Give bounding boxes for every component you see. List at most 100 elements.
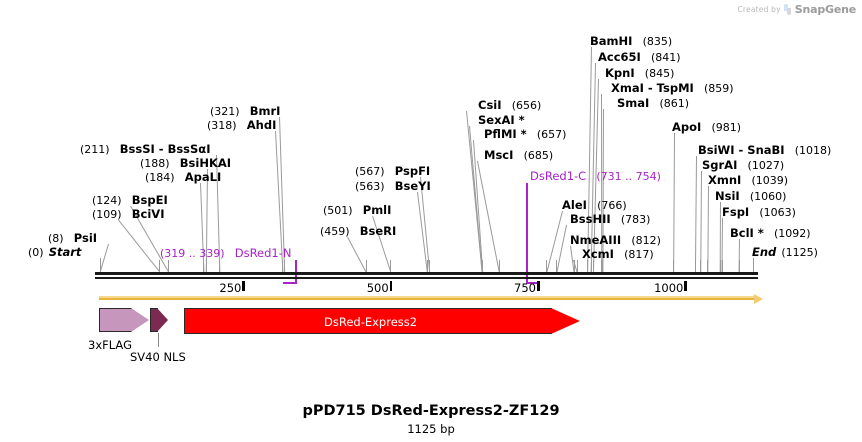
enzyme-label[interactable]: SexAI * [478,113,525,126]
sequence-backbone-lower [95,277,758,279]
snapgene-watermark: Created by SnapGene [738,3,857,16]
enzyme-name: PflMI * [484,127,527,141]
enzyme-label[interactable]: XcmI (817) [582,247,654,260]
feature-annotation-label[interactable]: (319 .. 339) DsRed1-N [160,246,292,259]
enzyme-label[interactable]: Acc65I (841) [598,50,681,63]
ruler-tick-label: 250 [219,281,242,295]
cut-site-tick [284,260,286,272]
end-position: (1125) [781,246,818,259]
annotation-name: DsRed1-C [530,169,587,183]
ruler-tick-mark [389,281,393,291]
enzyme-label[interactable]: (211) BssSI - BssSαI [80,142,210,155]
enzyme-position: (1018) [794,144,832,157]
enzyme-name: BspEI [131,193,168,207]
enzyme-label[interactable]: ApoI (981) [672,120,741,133]
enzyme-label[interactable]: (8) PsiI [48,231,97,244]
enzyme-position: (567) [355,165,385,178]
enzyme-label[interactable]: (567) PspFI [355,164,430,177]
enzyme-label[interactable]: BsiWI - SnaBI (1018) [698,143,831,156]
enzyme-position: (861) [659,97,690,110]
ruler-axis-highlight [99,296,754,298]
cut-site-tick [587,260,589,272]
snapgene-logo-icon [783,4,792,15]
enzyme-position: (845) [644,67,675,80]
watermark-prefix: Created by [737,5,781,14]
enzyme-label[interactable]: MscI (685) [484,148,553,161]
enzyme-position: (812) [631,234,661,247]
feature-dsred-express2[interactable] [184,308,581,334]
enzyme-name: BmrI [249,104,281,118]
cut-site-tick [498,260,500,272]
cut-site-tick [481,260,483,272]
enzyme-label[interactable]: CsiI (656) [478,98,541,111]
enzyme-label[interactable]: SmaI (861) [617,96,689,109]
enzyme-label[interactable]: NsiI (1060) [715,189,786,202]
ruler-arrowhead-icon [754,294,763,304]
enzyme-name: BseRI [359,224,397,238]
enzyme-position: (184) [145,171,175,184]
enzyme-name: NsiI [715,189,740,203]
sequence-backbone-upper [95,272,758,275]
cut-site-tick [700,260,702,272]
enzyme-name: FspI [722,205,750,219]
cut-site-tick [168,260,170,272]
enzyme-label[interactable]: (563) BseYI [355,179,431,192]
feature-3xflag[interactable] [99,308,149,332]
enzyme-position: (501) [323,204,353,217]
cut-site-tick [601,260,603,272]
enzyme-position: (211) [80,143,110,156]
enzyme-label[interactable]: (124) BspEI [92,193,168,206]
enzyme-label[interactable]: (188) BsiHKAI [140,156,231,169]
enzyme-label[interactable]: KpnI (845) [605,66,674,79]
enzyme-leader-line [546,210,563,273]
cut-site-tick [482,260,484,272]
enzyme-position: (109) [92,208,122,221]
enzyme-label[interactable]: (321) BmrI [210,104,280,117]
enzyme-label[interactable]: (184) ApaLI [145,170,221,183]
enzyme-name: PsiI [73,231,98,245]
annotation-name: DsRed1-N [234,246,292,260]
enzyme-label[interactable]: XmnI (1039) [708,173,788,186]
enzyme-position: (656) [511,99,542,112]
enzyme-position: (685) [523,149,554,162]
enzyme-name: BclI * [730,226,764,240]
enzyme-name: CsiI [478,98,502,112]
enzyme-position: (841) [651,51,681,64]
enzyme-name: XmnI [708,173,742,187]
enzyme-label[interactable]: (459) BseRI [320,224,396,237]
enzyme-label[interactable]: (109) BciVI [92,207,164,220]
cut-site-tick [203,260,205,272]
enzyme-position: (8) [48,232,64,245]
annotation-bracket-foot [283,282,295,284]
ruler-tick-mark [684,281,687,291]
enzyme-label[interactable]: SgrAI (1027) [702,158,784,171]
enzyme-label[interactable]: BamHI (835) [590,34,672,47]
cut-site-tick [546,260,548,272]
enzyme-name: BamHI [590,34,633,48]
enzyme-label[interactable]: BclI * (1092) [730,226,811,239]
enzyme-label[interactable]: (501) PmlI [323,203,391,216]
enzyme-leader-line [347,236,367,273]
enzyme-name: AhdI [246,118,277,132]
enzyme-label[interactable]: FspI (1063) [722,205,796,218]
enzyme-leader-line [700,170,702,273]
enzyme-position: (1063) [759,206,796,219]
enzyme-name: SmaI [617,96,650,110]
enzyme-label[interactable]: XmaI - TspMI (859) [611,81,734,94]
end-leader-line [753,258,754,272]
feature-annotation-label[interactable]: DsRed1-C (731 .. 754) [530,169,661,182]
enzyme-leader-line [466,110,483,273]
enzyme-label[interactable]: BssHII (783) [570,212,650,225]
enzyme-name: BsiWI - SnaBI [698,143,785,157]
enzyme-label[interactable]: PflMI * (657) [484,127,566,140]
enzyme-name: BssSI - BssSαI [119,142,211,156]
enzyme-position: (459) [320,225,350,238]
enzyme-name: BsiHKAI [179,156,232,170]
enzyme-label[interactable]: NmeAIII (812) [570,233,661,246]
enzyme-label[interactable]: AleI (766) [562,198,627,211]
feature-sv40-nls[interactable] [150,308,172,332]
cut-site-tick [694,260,696,272]
map-title: pPD715 DsRed-Express2-ZF129 [302,403,560,419]
enzyme-label[interactable]: (318) AhdI [207,118,276,131]
ruler-tick-label: 500 [366,281,389,295]
